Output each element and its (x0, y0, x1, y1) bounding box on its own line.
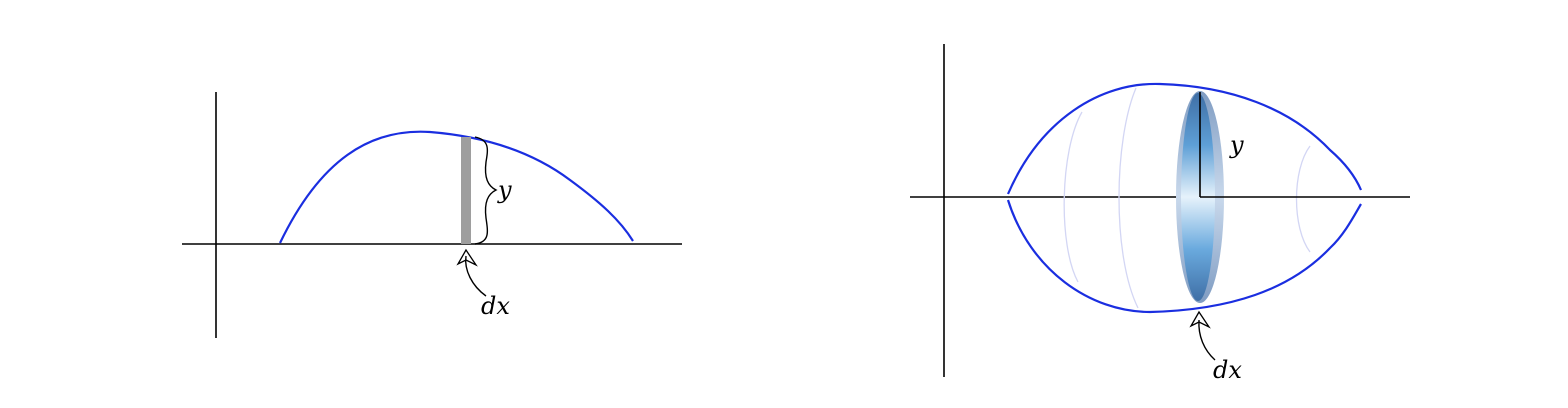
left-height-label: y (497, 176, 512, 204)
disk-slice (1181, 93, 1215, 301)
right-width-label: dx (1213, 356, 1242, 384)
thin-strip (461, 137, 471, 244)
ghost-ring-1 (1063, 111, 1083, 283)
left-width-label: dx (481, 292, 510, 320)
right-figure: y dx (910, 44, 1410, 384)
left-curve (279, 130, 634, 244)
right-radius-label: y (1229, 131, 1244, 159)
right-dx-pointer (1198, 319, 1216, 361)
right-dx-arrowhead (1189, 310, 1211, 329)
left-figure: y dx (182, 92, 682, 338)
solid-lower-curve (1006, 199, 1362, 314)
left-dx-arrowhead (456, 248, 478, 267)
ghost-ring-2 (1118, 87, 1139, 309)
ghost-ring-3 (1295, 145, 1311, 253)
height-brace (474, 136, 498, 245)
solid-upper-curve (1006, 82, 1363, 195)
